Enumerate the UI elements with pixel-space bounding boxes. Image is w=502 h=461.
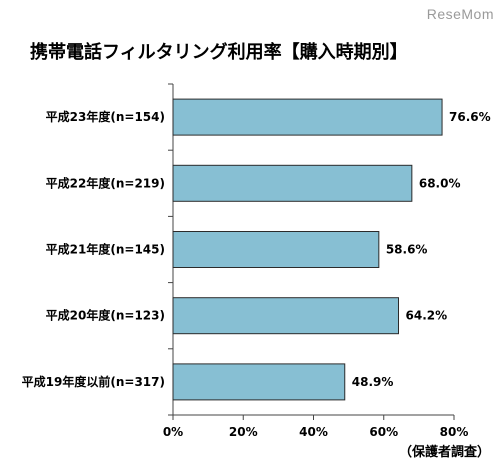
category-label: 平成22年度(n=219) (46, 175, 165, 190)
value-label: 48.9% (352, 375, 394, 389)
value-label: 76.6% (449, 110, 491, 124)
x-tick-label: 60% (369, 425, 398, 439)
category-label: 平成20年度(n=123) (46, 308, 165, 323)
bar (172, 231, 380, 268)
category-label: 平成21年度(n=145) (46, 242, 165, 257)
watermark-logo: ReseMom (426, 6, 494, 22)
source-note: （保護者調査） (398, 445, 490, 460)
value-label: 58.6% (386, 243, 428, 257)
bar (172, 297, 400, 335)
x-tick-label: 80% (440, 425, 469, 439)
value-label: 64.2% (406, 309, 448, 323)
category-label: 平成23年度(n=154) (46, 109, 165, 124)
x-tick-label: 40% (299, 425, 328, 439)
value-label: 68.0% (419, 176, 461, 190)
chart-title: 携帯電話フィルタリング利用率【購入時期別】 (30, 42, 408, 63)
bar (172, 363, 346, 401)
bar (172, 98, 443, 136)
bar (172, 164, 413, 202)
x-tick-label: 20% (229, 425, 258, 439)
category-label: 平成19年度以前(n=317) (22, 374, 165, 389)
x-tick-label: 0% (163, 425, 183, 439)
